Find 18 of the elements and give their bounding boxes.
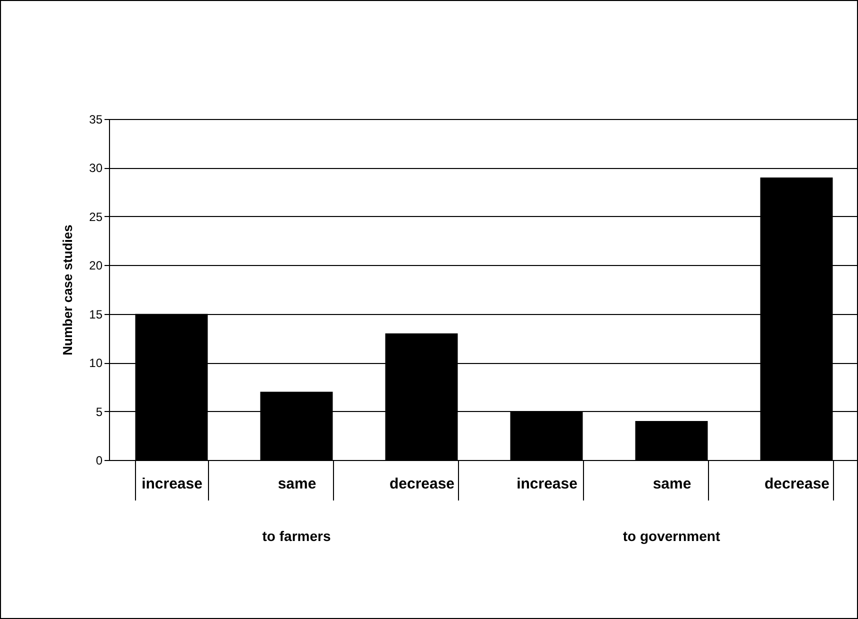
x-tick-label: decrease	[764, 476, 830, 492]
y-tick-label: 35	[89, 112, 103, 126]
text: to farmers	[261, 528, 332, 544]
y-tick-label: 15	[89, 307, 103, 322]
y-tick-label: 30	[89, 161, 103, 176]
y-axis-title: Number case studies	[60, 224, 76, 356]
text: to government	[622, 528, 722, 544]
x-tick-label: increase	[516, 476, 578, 492]
x-tick-label: increase	[142, 476, 202, 492]
x-tick-label: decrease	[389, 476, 455, 492]
y-tick-label: 0	[96, 454, 103, 468]
x-tick-label: same	[652, 476, 692, 492]
y-tick-label: 25	[89, 210, 103, 224]
x-tick-label: same	[278, 476, 316, 492]
y-tick-label: 5	[96, 404, 103, 419]
y-tick-label: 20	[89, 258, 103, 273]
y-tick-label: 10	[89, 356, 103, 370]
bar	[635, 421, 708, 460]
